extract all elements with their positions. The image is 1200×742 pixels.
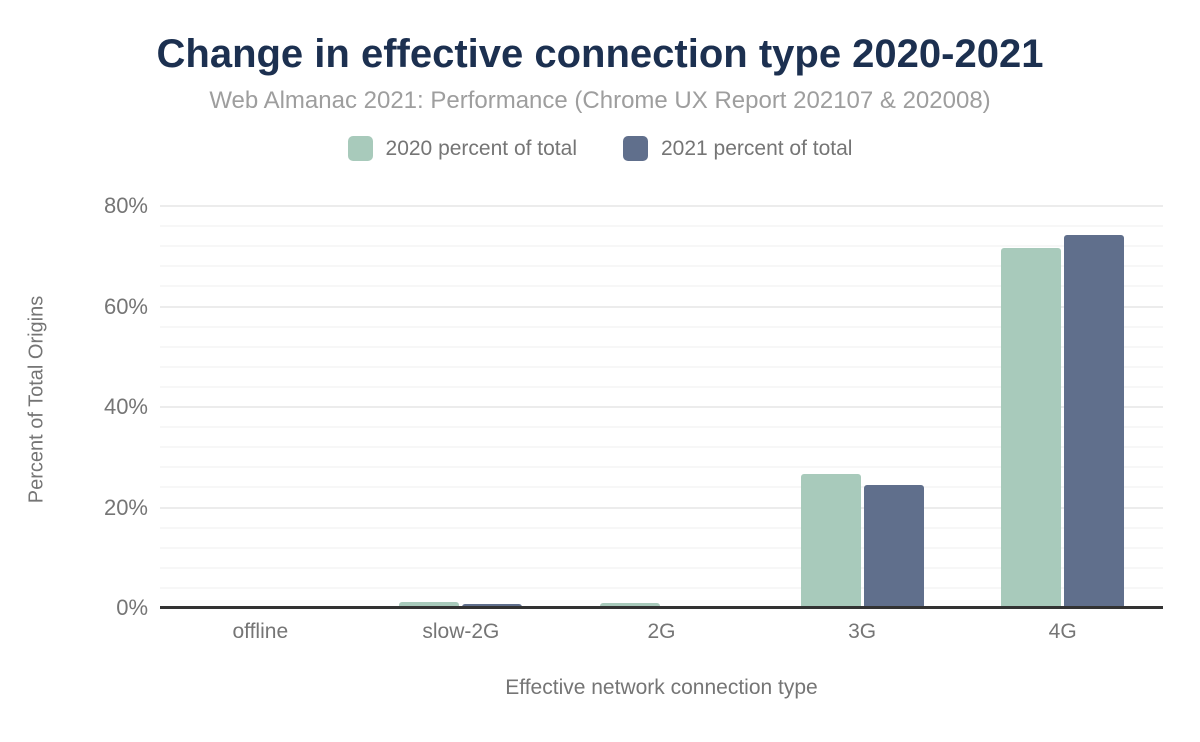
major-gridline xyxy=(160,506,1163,509)
minor-gridline xyxy=(160,345,1163,348)
minor-gridline xyxy=(160,486,1163,489)
legend-item-2021: 2021 percent of total xyxy=(623,136,852,161)
minor-gridline xyxy=(160,385,1163,388)
x-tick-label-slow-2G: slow-2G xyxy=(422,620,500,643)
bar-2020-slow-2G[interactable] xyxy=(399,601,460,608)
bar-2020-3G[interactable] xyxy=(800,474,861,608)
legend-label-2021: 2021 percent of total xyxy=(661,136,853,160)
minor-gridline xyxy=(160,586,1163,589)
y-tick-label: 20% xyxy=(103,494,148,520)
chart-title: Change in effective connection type 2020… xyxy=(156,32,1044,76)
bar-2021-slow-2G[interactable] xyxy=(462,603,523,608)
legend-swatch-2020 xyxy=(347,136,373,161)
major-gridline xyxy=(160,406,1163,408)
y-tick-label: 0% xyxy=(116,595,148,620)
x-tick-label-4G: 4G xyxy=(1048,620,1077,643)
bar-2020-2G[interactable] xyxy=(600,602,660,608)
y-tick-label: 60% xyxy=(103,293,148,319)
x-axis-ticks: offline slow-2G 2G 3G 4G xyxy=(160,620,1163,650)
bar-2021-3G[interactable] xyxy=(863,484,924,608)
x-axis-title: Effective network connection type xyxy=(505,676,818,699)
y-axis-ticks: 0% 20% 40% 60% 80% xyxy=(0,188,148,620)
x-tick-label-3G: 3G xyxy=(848,620,877,643)
x-axis-line xyxy=(160,606,1163,609)
legend: 2020 percent of total 2021 percent of to… xyxy=(0,136,1200,161)
minor-gridline xyxy=(160,526,1163,529)
minor-gridline xyxy=(160,285,1163,288)
bar-2021-4G[interactable] xyxy=(1064,235,1125,608)
legend-label-2020: 2020 percent of total xyxy=(385,136,577,160)
bar-2020-4G[interactable] xyxy=(1001,248,1062,608)
minor-gridline xyxy=(160,365,1163,368)
x-tick-label-offline: offline xyxy=(232,620,289,643)
plot-area xyxy=(160,188,1163,609)
major-gridline xyxy=(160,205,1163,207)
major-gridline xyxy=(160,305,1163,308)
minor-gridline xyxy=(160,566,1163,569)
x-tick-label-2G: 2G xyxy=(647,620,676,643)
minor-gridline xyxy=(160,446,1163,449)
minor-gridline xyxy=(160,325,1163,328)
y-tick-label: 80% xyxy=(103,193,148,218)
chart-subtitle: Web Almanac 2021: Performance (Chrome UX… xyxy=(209,87,991,114)
legend-item-2020: 2020 percent of total xyxy=(347,136,577,161)
minor-gridline xyxy=(160,546,1163,549)
minor-gridline xyxy=(160,466,1163,469)
minor-gridline xyxy=(160,265,1163,268)
y-tick-label: 40% xyxy=(103,394,148,419)
minor-gridline xyxy=(160,245,1163,248)
legend-swatch-2021 xyxy=(623,136,648,161)
minor-gridline xyxy=(160,426,1163,429)
minor-gridline xyxy=(160,225,1163,228)
